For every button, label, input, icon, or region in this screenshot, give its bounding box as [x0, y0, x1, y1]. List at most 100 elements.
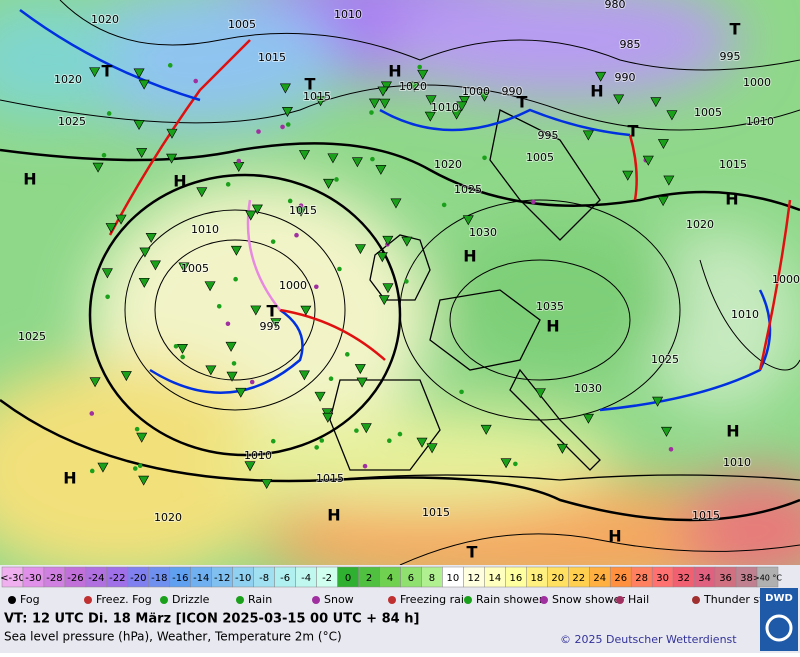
scale-label: <-30 — [0, 573, 25, 584]
pressure-label: 980 — [605, 0, 626, 11]
rain-shower — [250, 305, 262, 316]
rain-shower — [480, 424, 492, 435]
snow — [225, 321, 231, 327]
legend-label: Freezing rain — [400, 593, 471, 606]
legend-label: Hail — [628, 593, 649, 606]
rain-shower — [650, 97, 662, 108]
rain-shower — [368, 98, 380, 109]
rain-shower — [136, 148, 148, 159]
low-pressure: T — [102, 62, 113, 81]
coastlines — [329, 109, 800, 481]
isobars — [0, 0, 800, 565]
description: Sea level pressure (hPa), Weather, Tempe… — [4, 630, 342, 644]
pressure-label: 1025 — [58, 115, 86, 128]
pressure-label: 1015 — [719, 158, 747, 171]
snow — [236, 158, 242, 164]
valid-time: VT: 12 UTC Di. 18 März [ICON 2025-03-15 … — [4, 612, 419, 627]
rain-shower — [279, 83, 291, 94]
pressure-label: 1030 — [469, 226, 497, 239]
rain — [132, 466, 138, 471]
scale-label: -4 — [301, 573, 311, 584]
scale-label: 0 — [345, 573, 351, 584]
pressure-label: 1010 — [244, 449, 272, 462]
scale-label: 18 — [530, 573, 543, 584]
high-pressure: H — [388, 62, 401, 81]
rain — [404, 279, 409, 284]
snow — [531, 199, 536, 205]
rain-shower — [379, 98, 391, 109]
snow — [256, 129, 261, 134]
rain-shower — [105, 223, 117, 233]
rain-shower — [360, 423, 372, 434]
rain-shower — [378, 295, 390, 306]
legend-icon — [616, 596, 624, 604]
rain-shower — [89, 67, 101, 78]
rain-shower — [261, 479, 273, 490]
scale-label: 14 — [488, 573, 501, 584]
pressure-label: 995 — [720, 50, 741, 63]
pressure-label: 1015 — [422, 506, 450, 519]
legend-icon — [464, 596, 472, 604]
rain — [344, 352, 350, 357]
pressure-label: 990 — [502, 85, 523, 98]
snow — [280, 124, 285, 130]
legend-label: Rain shower — [476, 593, 544, 606]
rain-shower — [382, 235, 394, 246]
rain-shower — [500, 458, 512, 469]
rain-shower — [145, 232, 157, 243]
rain-shower — [300, 305, 312, 316]
low-pressure: T — [267, 302, 278, 321]
pressure-label: 1020 — [686, 218, 714, 231]
low-pressure: T — [628, 122, 639, 141]
snow — [314, 284, 319, 290]
rain — [459, 389, 464, 395]
snow — [89, 411, 95, 416]
scale-label: 24 — [593, 573, 606, 584]
snow — [298, 203, 304, 208]
rain-shower — [230, 245, 242, 256]
rain-shower — [380, 81, 392, 92]
logo: DWD — [765, 593, 793, 604]
rain-shower — [176, 344, 188, 354]
rain — [216, 304, 222, 309]
high-pressure: H — [327, 506, 340, 525]
rain-shower — [196, 187, 208, 198]
scale-label: 32 — [677, 573, 690, 584]
scale-label: 20 — [551, 573, 564, 584]
pressure-label: 1010 — [723, 456, 751, 469]
legend-icon — [8, 596, 16, 604]
pressure-label: 1025 — [18, 330, 46, 343]
scale-label: 30 — [656, 573, 669, 584]
legend-icon — [312, 596, 320, 604]
rain-shower — [281, 107, 293, 117]
rain — [369, 110, 374, 115]
rain — [225, 182, 231, 187]
rain-shower — [139, 247, 151, 258]
rain — [101, 152, 107, 158]
rain — [233, 276, 238, 282]
pressure-label: 1025 — [454, 183, 482, 196]
high-pressure: H — [173, 172, 186, 191]
rain-shower — [138, 475, 150, 486]
map-labels: 1020 100510109809859909951000101510151020… — [17, 0, 800, 562]
rain — [337, 266, 342, 272]
rain-shower — [251, 204, 263, 215]
rain — [180, 354, 185, 360]
scale-label: -20 — [130, 573, 146, 584]
rain-shower — [556, 443, 568, 454]
rain-shower — [375, 164, 387, 175]
scale-label: 26 — [614, 573, 627, 584]
scale-label: 12 — [468, 573, 481, 584]
rain-shower — [327, 153, 339, 164]
rain — [334, 177, 339, 182]
rain — [397, 431, 403, 437]
legend-icon — [692, 596, 700, 604]
pressure-label: 990 — [615, 71, 636, 84]
rain-shower — [149, 260, 161, 271]
pressure-label: 1030 — [574, 382, 602, 395]
pressure-label: 1005 — [228, 18, 256, 31]
rain-shower — [351, 157, 363, 168]
high-pressure: H — [23, 170, 36, 189]
scale-label: 8 — [429, 573, 435, 584]
rain-shower — [298, 370, 310, 381]
